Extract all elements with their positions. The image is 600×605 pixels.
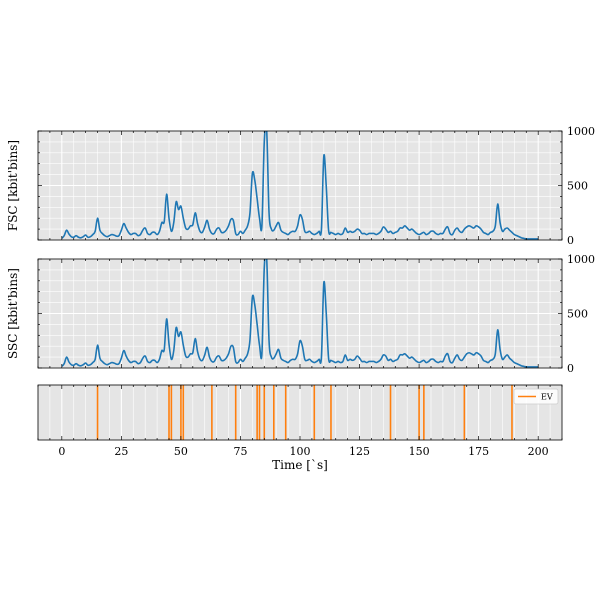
fsc-ytick-label: 500 bbox=[567, 180, 588, 193]
ssc-series-line bbox=[61, 259, 539, 368]
ssc-ytick-label: 1000 bbox=[567, 253, 595, 266]
x-axis-label: Time [`s] bbox=[272, 458, 328, 472]
ssc-panel: 0 500 1000 SSC [kbit'bins] bbox=[6, 253, 595, 375]
fsc-y-ticks: 0 500 1000 bbox=[38, 125, 595, 247]
event-panel: 0 25 50 75 100 125 150 175 200 Time [`s] EV bbox=[37, 384, 563, 472]
x-tick-label: 200 bbox=[528, 445, 549, 458]
fsc-gridlines bbox=[37, 130, 563, 241]
x-tick-label: 50 bbox=[174, 445, 188, 458]
event-x-ticks: 0 25 50 75 100 125 150 175 200 bbox=[37, 385, 563, 458]
x-tick-label: 75 bbox=[233, 445, 247, 458]
ssc-ytick-label: 500 bbox=[567, 308, 588, 321]
event-marks bbox=[96, 385, 513, 440]
x-tick-label: 0 bbox=[58, 445, 65, 458]
x-tick-label: 100 bbox=[290, 445, 311, 458]
x-tick-label: 150 bbox=[409, 445, 430, 458]
fsc-series-line bbox=[61, 131, 539, 240]
x-tick-label: 125 bbox=[349, 445, 370, 458]
fsc-x-ticks bbox=[37, 131, 563, 240]
ssc-ylabel: SSC [kbit'bins] bbox=[6, 268, 20, 359]
fsc-panel: 0 500 1000 FSC [kbit'bins] bbox=[6, 125, 595, 247]
x-tick-label: 25 bbox=[114, 445, 128, 458]
x-tick-label: 175 bbox=[468, 445, 489, 458]
fsc-ytick-label: 1000 bbox=[567, 125, 595, 138]
legend-label-ev: EV bbox=[541, 393, 553, 402]
fsc-ytick-label: 0 bbox=[567, 234, 574, 247]
ssc-ytick-label: 0 bbox=[567, 362, 574, 375]
ssc-x-ticks bbox=[37, 259, 563, 368]
fsc-ylabel: FSC [kbit'bins] bbox=[6, 140, 20, 231]
legend: EV bbox=[513, 388, 559, 405]
ssc-y-ticks: 0 500 1000 bbox=[38, 253, 595, 375]
